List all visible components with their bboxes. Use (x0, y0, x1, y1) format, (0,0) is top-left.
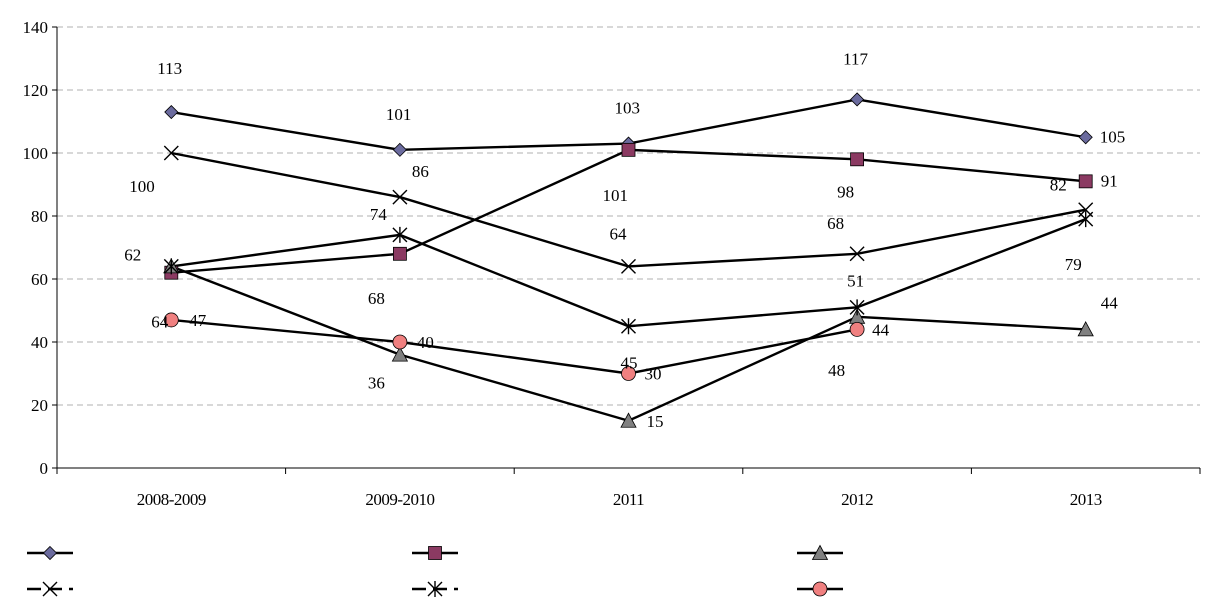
series-2-line (171, 148, 1086, 274)
x-tick-label: 2013 (1070, 490, 1102, 509)
y-tick-label: 40 (31, 333, 48, 352)
series-3-point (620, 412, 637, 428)
series-6-line (171, 318, 858, 375)
data-label: 113 (157, 59, 182, 78)
data-label: 44 (1101, 293, 1119, 312)
legend-marker-series-4 (42, 581, 58, 597)
series-3-line (170, 265, 1086, 423)
series-1-point (164, 104, 179, 120)
y-tick-label: 120 (23, 81, 49, 100)
data-label: 103 (615, 99, 641, 118)
series-3-point (391, 346, 409, 362)
legend-marker-series-3 (811, 544, 829, 560)
legend-marker-series-2 (428, 546, 442, 560)
data-label: 117 (843, 49, 868, 68)
series-6-point (163, 312, 179, 328)
series-2-point (621, 142, 636, 157)
data-label: 68 (368, 289, 385, 308)
data-label: 15 (647, 412, 664, 431)
data-label: 105 (1100, 127, 1126, 146)
data-label: 45 (621, 353, 638, 372)
series-3-point (1077, 321, 1094, 337)
series-5-point (163, 258, 179, 275)
gridlines (57, 26, 1200, 406)
data-label: 64 (151, 312, 169, 331)
data-label: 74 (370, 205, 388, 224)
series-1-point (850, 92, 865, 107)
series-1-point (1078, 130, 1093, 145)
series-5-point (849, 299, 865, 316)
data-label: 36 (368, 374, 385, 393)
series-6-point (849, 321, 865, 337)
series-4-point (163, 145, 179, 161)
series-6-point (392, 334, 408, 350)
data-label: 51 (847, 271, 864, 290)
data-label: 40 (417, 333, 434, 352)
data-label: 44 (872, 320, 890, 339)
series-5-point (621, 318, 636, 335)
data-label: 64 (610, 224, 628, 243)
series-2-point (392, 246, 407, 261)
axes: 0 20 40 60 80 100 120 140 2008-2009 2009-2010 2011… (23, 18, 1201, 509)
series-4-point (621, 258, 636, 274)
legend-marker-series-5 (427, 581, 443, 597)
series-2-point (850, 152, 864, 167)
data-label: 68 (827, 214, 844, 233)
series-4-line (171, 151, 1086, 268)
data-label: 86 (412, 162, 429, 181)
data-label: 101 (386, 105, 412, 124)
y-tick-label: 80 (31, 207, 48, 226)
series-4-point (849, 246, 865, 262)
data-markers (163, 92, 1094, 428)
data-label: 91 (1101, 171, 1118, 190)
series-2-point (1078, 174, 1093, 189)
y-tick-label: 140 (23, 18, 49, 37)
series-5-point (392, 226, 408, 243)
x-tick-label: 2011 (613, 490, 644, 509)
series-4-point (392, 189, 408, 205)
series-1-point (392, 142, 407, 157)
y-tick-label: 20 (31, 396, 48, 415)
data-label: 82 (1050, 176, 1067, 195)
y-tick-label: 100 (23, 144, 49, 163)
legend-marker-series-6 (812, 581, 828, 597)
x-tick-label: 2008-2009 (137, 490, 206, 509)
data-label: 48 (828, 361, 845, 380)
y-tick-label: 60 (31, 270, 48, 289)
series-6-point (621, 366, 636, 381)
legend (27, 544, 843, 597)
x-tick-label: 2012 (841, 490, 873, 509)
y-tick-label: 0 (40, 459, 49, 478)
data-label: 79 (1065, 255, 1082, 274)
data-labels: 113 101 103 117 105 62 68 101 98 91 64 36 15 48 44 100 8… (124, 49, 1125, 430)
series-5-point (1078, 211, 1094, 228)
data-label: 47 (189, 311, 207, 330)
data-label: 62 (124, 246, 141, 265)
legend-marker-series-1 (42, 545, 58, 561)
x-tick-label: 2009-2010 (365, 490, 434, 509)
data-label: 30 (645, 365, 662, 384)
data-label: 101 (603, 186, 629, 205)
data-label: 98 (837, 182, 854, 201)
data-label: 100 (129, 177, 155, 196)
